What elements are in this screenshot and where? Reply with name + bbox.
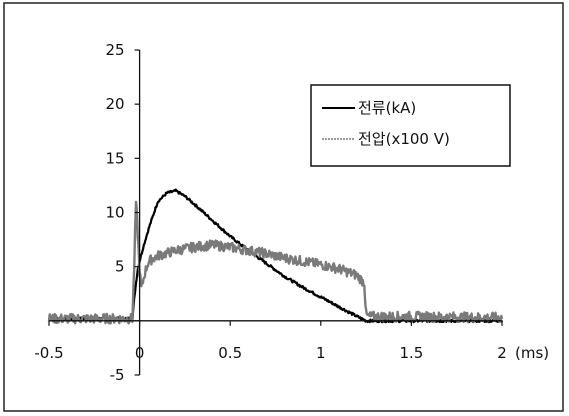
- y-tick-label: 15: [106, 149, 125, 167]
- y-tick-label: 20: [106, 95, 125, 113]
- x-tick-label: 1.5: [399, 344, 423, 362]
- x-tick-label: 0.5: [218, 344, 242, 362]
- y-tick-label: -5: [110, 366, 125, 384]
- x-tick-label: 1: [316, 344, 326, 362]
- y-tick-label: 10: [106, 204, 125, 222]
- axes: -5 5 10 15 20 25 -0.5 0 0.5 1 1.5 2 (ms): [34, 41, 549, 384]
- legend-box: [310, 84, 511, 167]
- chart-frame: [3, 2, 564, 412]
- x-tick-label: 2: [497, 344, 507, 362]
- legend-label-1: 전류(kA): [358, 99, 416, 117]
- y-tick-label: 5: [115, 258, 125, 276]
- legend: 전류(kA) 전압(x100 V): [310, 84, 511, 167]
- y-tick-label: 25: [106, 41, 125, 59]
- legend-label-2: 전압(x100 V): [358, 130, 450, 148]
- x-tick-label: -0.5: [34, 344, 63, 362]
- x-unit-label: (ms): [515, 344, 549, 362]
- x-tick-label: 0: [135, 344, 145, 362]
